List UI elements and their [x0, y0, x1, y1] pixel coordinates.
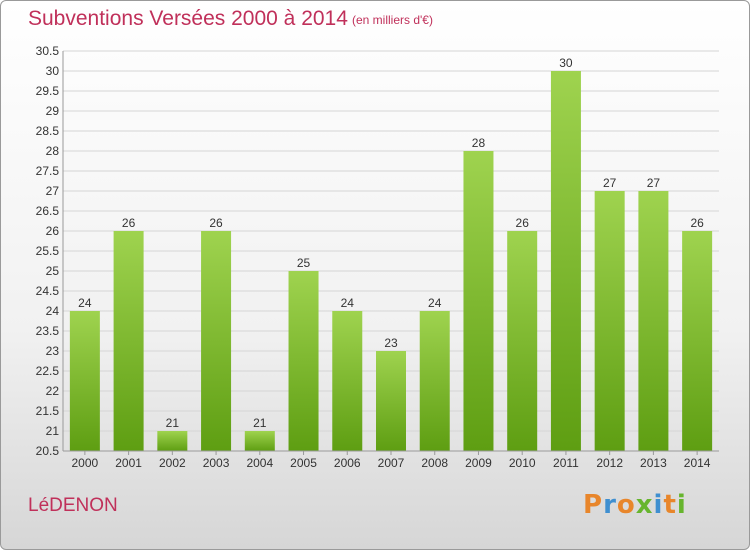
x-tick-label: 2004 [246, 456, 273, 470]
x-tick-label: 2010 [509, 456, 536, 470]
y-tick-label: 22.5 [36, 364, 60, 378]
bar-value-label: 23 [384, 336, 398, 350]
bar [113, 231, 144, 451]
bar-value-label: 21 [253, 416, 267, 430]
y-tick-label: 28 [46, 144, 60, 158]
bar-value-label: 28 [472, 136, 486, 150]
chart-subtitle: (en milliers d'€) [352, 13, 433, 27]
bar-value-label: 26 [209, 216, 223, 230]
y-tick-label: 29.5 [36, 84, 60, 98]
y-tick-label: 25 [46, 264, 60, 278]
x-tick-label: 2003 [203, 456, 230, 470]
y-tick-label: 21.5 [36, 404, 60, 418]
bar [69, 311, 100, 451]
y-tick-label: 23.5 [36, 324, 60, 338]
x-tick-label: 2002 [159, 456, 186, 470]
logo-letter: x [635, 490, 654, 520]
bar-value-label: 27 [647, 176, 661, 190]
bar-value-label: 26 [122, 216, 136, 230]
bar-value-label: 25 [297, 256, 311, 270]
bar [288, 271, 319, 451]
bar-value-label: 24 [341, 296, 355, 310]
bar-value-label: 24 [78, 296, 92, 310]
bar-value-label: 27 [603, 176, 617, 190]
x-tick-label: 2009 [465, 456, 492, 470]
x-tick-labels: 2000 2001 2002 2003 2004 2005 2006 2007 2008 2009… [72, 456, 711, 470]
bar-value-label: 26 [690, 216, 704, 230]
bar [594, 191, 625, 451]
y-tick-label: 26 [46, 224, 60, 238]
x-tick-label: 2006 [334, 456, 361, 470]
y-tick-label: 27.5 [36, 164, 60, 178]
bar-value-label: 24 [428, 296, 442, 310]
y-tick-label: 29 [46, 104, 60, 118]
x-tick-label: 2005 [290, 456, 317, 470]
bar [507, 231, 538, 451]
x-tick-label: 2014 [684, 456, 711, 470]
x-tick-label: 2001 [115, 456, 142, 470]
bar [682, 231, 713, 451]
logo-letter: t [663, 490, 677, 520]
bar-value-labels: 24 26 21 26 21 25 24 23 24 28 26 30 27 27 26 [78, 56, 704, 430]
x-tick-label: 2008 [421, 456, 448, 470]
bar [201, 231, 232, 451]
logo-letter: P [583, 490, 604, 520]
y-tick-label: 27 [46, 184, 60, 198]
bar-value-label: 21 [166, 416, 180, 430]
x-tick-label: 2012 [596, 456, 623, 470]
bar-value-label: 30 [559, 56, 573, 70]
y-tick-label: 23 [46, 344, 60, 358]
y-tick-label: 22 [46, 384, 60, 398]
y-tick-label: 26.5 [36, 204, 60, 218]
place-name: LéDENON [28, 495, 118, 516]
x-tick-label: 2007 [378, 456, 405, 470]
y-tick-label: 30 [46, 64, 60, 78]
bar [463, 151, 494, 451]
bars [69, 71, 713, 451]
logo-letter: i [653, 490, 664, 520]
axes [62, 51, 719, 455]
chart-title: Subventions Versées 2000 à 2014 [28, 7, 348, 30]
y-tick-label: 25.5 [36, 244, 60, 258]
x-tick-label: 2013 [640, 456, 667, 470]
logo-letter: o [616, 490, 636, 520]
x-tick-label: 2011 [553, 456, 579, 470]
y-tick-label: 24.5 [36, 284, 60, 298]
y-tick-label: 20.5 [36, 444, 60, 458]
proxiti-logo: Proxiti [583, 490, 687, 520]
bar [419, 311, 450, 451]
y-tick-label: 28.5 [36, 124, 60, 138]
logo-letter: r [603, 490, 617, 520]
bar [157, 431, 188, 451]
bar [376, 351, 406, 451]
bar-value-label: 26 [516, 216, 530, 230]
y-tick-label: 24 [46, 304, 60, 318]
bar [244, 431, 275, 451]
logo-letter: i [676, 490, 687, 520]
bar [638, 191, 669, 451]
bar [332, 311, 363, 451]
y-tick-label: 21 [46, 424, 60, 438]
x-tick-label: 2000 [72, 456, 99, 470]
y-tick-label: 30.5 [36, 44, 60, 58]
y-tick-labels: 20.5 21 21.5 22 22.5 23 23.5 24 24.5 25 25.5 26 26.5… [36, 44, 60, 458]
bar [550, 71, 581, 451]
